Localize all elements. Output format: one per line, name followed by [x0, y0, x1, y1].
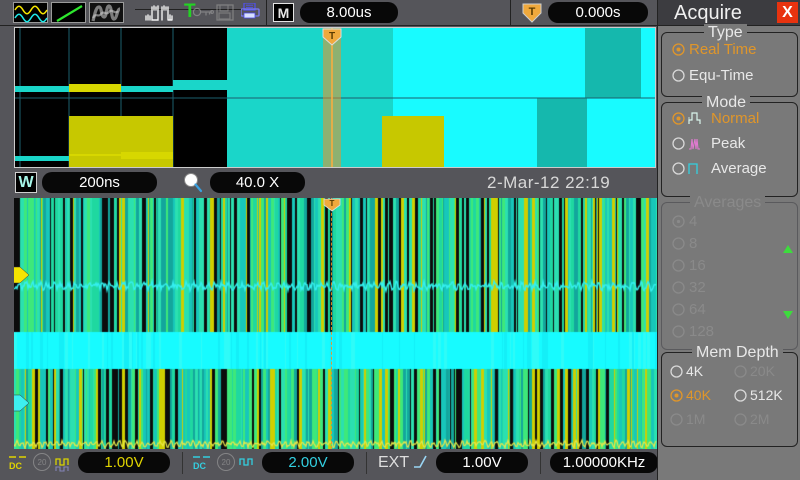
- svg-text:20: 20: [38, 458, 47, 467]
- svg-text:T: T: [329, 31, 335, 42]
- svg-text:T: T: [529, 6, 536, 18]
- svg-text:20: 20: [222, 458, 231, 467]
- svg-text:T: T: [330, 199, 335, 208]
- svg-text:DC: DC: [9, 461, 22, 470]
- svg-text:DC: DC: [193, 461, 206, 470]
